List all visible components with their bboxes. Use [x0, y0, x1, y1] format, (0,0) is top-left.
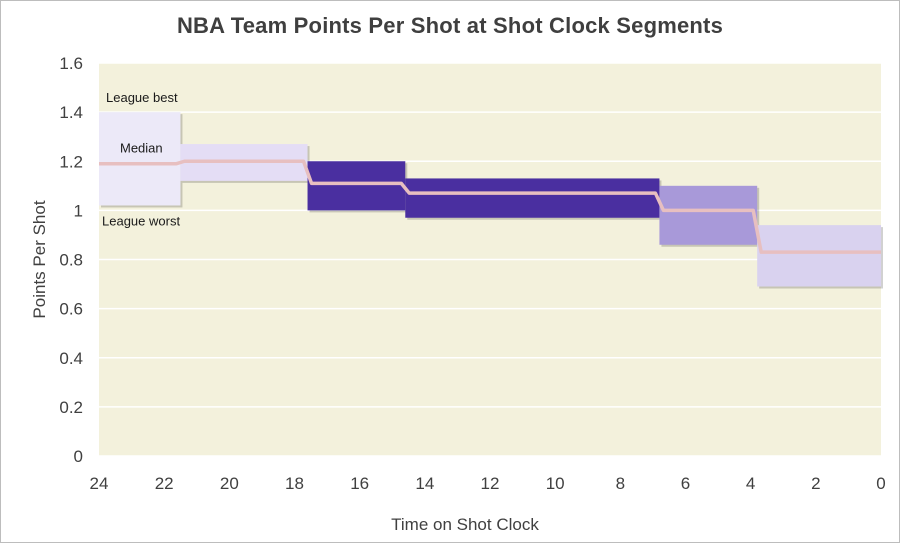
- y-tick-label: 0.6: [59, 300, 83, 319]
- chart-title: NBA Team Points Per Shot at Shot Clock S…: [176, 13, 724, 38]
- annotation-league-best: League best: [106, 90, 178, 105]
- y-tick-label: 0.8: [59, 251, 83, 270]
- x-tick-label: 24: [90, 474, 109, 493]
- range-band: [307, 161, 406, 211]
- median-line: [99, 159, 881, 254]
- x-tick-label: 20: [220, 474, 239, 493]
- x-tick-label: 14: [415, 474, 434, 493]
- x-tick-label: 10: [546, 474, 565, 493]
- annotation-median: Median: [120, 141, 163, 156]
- x-tick-label: 12: [481, 474, 500, 493]
- y-tick-label: 1: [74, 201, 83, 220]
- annotation-league-worst: League worst: [102, 213, 180, 228]
- x-tick-label: 0: [876, 474, 885, 493]
- range-band: [757, 225, 881, 287]
- x-tick-label: 4: [746, 474, 755, 493]
- range-bands: [99, 112, 883, 289]
- y-tick-label: 1.2: [59, 152, 83, 171]
- y-tick-label: 1.6: [59, 54, 83, 73]
- x-tick-label: 18: [285, 474, 304, 493]
- y-tick-label: 0.4: [59, 349, 83, 368]
- y-tick-label: 1.4: [59, 103, 83, 122]
- y-axis-ticks: 0 0.2 0.4 0.6 0.8 1 1.2 1.4 1.6: [59, 54, 83, 466]
- y-tick-label: 0.2: [59, 398, 83, 417]
- range-band: [405, 178, 660, 218]
- x-axis-label: Time on Shot Clock: [391, 515, 539, 534]
- x-tick-label: 8: [616, 474, 625, 493]
- y-axis-label: Points Per Shot: [30, 200, 49, 318]
- x-axis-ticks: 24 22 20 18 16 14 12 10 8 6 4 2 0: [90, 474, 886, 493]
- x-tick-label: 16: [350, 474, 369, 493]
- x-tick-label: 22: [155, 474, 174, 493]
- range-band: [659, 185, 758, 245]
- y-tick-label: 0: [74, 447, 83, 466]
- x-tick-label: 2: [811, 474, 820, 493]
- range-band: [99, 112, 181, 206]
- x-tick-label: 6: [681, 474, 690, 493]
